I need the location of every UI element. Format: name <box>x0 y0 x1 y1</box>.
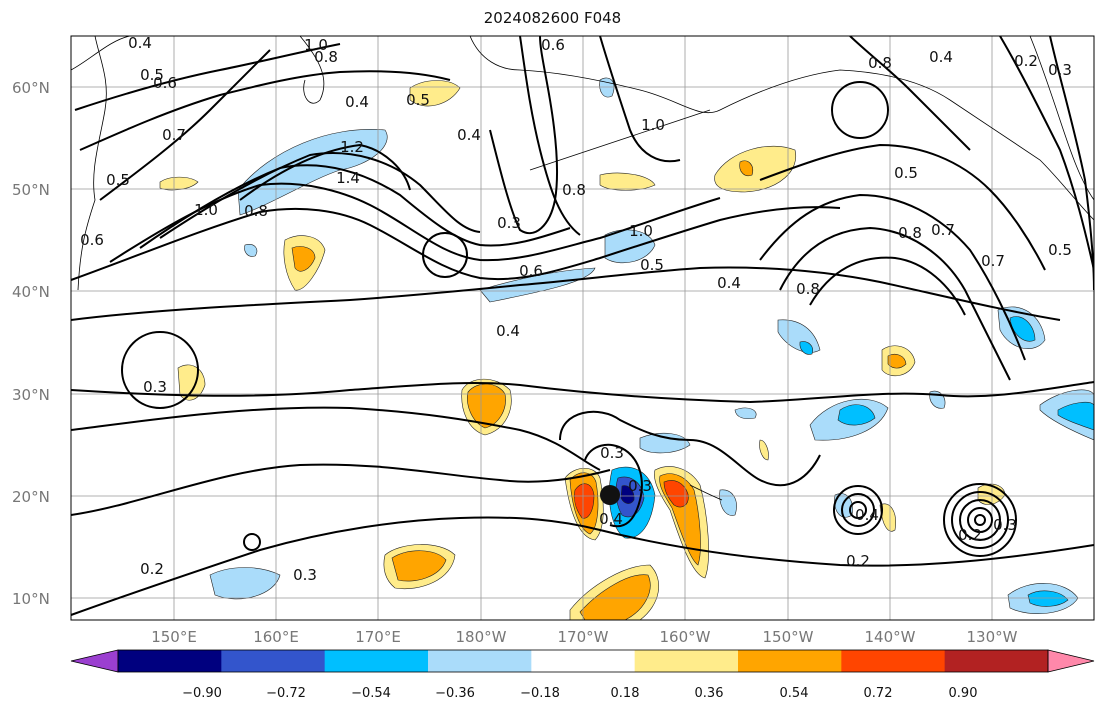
contour-label: 0.4 <box>457 126 481 144</box>
colorbar-swatch <box>428 650 532 672</box>
contour-label: 0.5 <box>1048 241 1072 259</box>
contour-label: 0.3 <box>293 566 317 584</box>
contour-label: 1.0 <box>194 201 218 219</box>
lat-label: 20°N <box>12 488 50 506</box>
contour-label: 0.8 <box>562 181 586 199</box>
colorbar-tick-label: −0.18 <box>520 686 560 701</box>
latitude-labels: 60°N 50°N 40°N 30°N 20°N 10°N <box>12 79 50 608</box>
contour-label: 0.6 <box>80 231 104 249</box>
lon-label: 140°W <box>865 628 916 646</box>
colorbar-tick-label: 0.36 <box>695 686 724 701</box>
colorbar-tick-labels: −0.90 −0.72 −0.54 −0.36 −0.18 0.18 0.36 … <box>182 686 977 701</box>
contour-label: 0.4 <box>345 93 369 111</box>
colorbar-tick-label: −0.54 <box>351 686 391 701</box>
contour-label: 0.2 <box>958 526 982 544</box>
contour-label: 0.7 <box>981 252 1005 270</box>
contour-label: 0.8 <box>898 224 922 242</box>
contour-label: 0.4 <box>496 322 520 340</box>
lat-label: 60°N <box>12 79 50 97</box>
colorbar-extend-low <box>71 650 118 672</box>
contour-label: 0.3 <box>600 444 624 462</box>
lon-label: 170°W <box>558 628 609 646</box>
contour-label: 0.6 <box>153 74 177 92</box>
contour-label: 0.3 <box>143 378 167 396</box>
colorbar-tick-label: 0.18 <box>611 686 640 701</box>
colorbar-extend-high <box>1048 650 1094 672</box>
map-figure: 1.0 0.8 0.4 0.5 0.6 0.5 0.4 0.7 0.5 1.2 1.4 0.8 1.0 0… <box>0 0 1105 712</box>
lat-label: 10°N <box>12 590 50 608</box>
lat-label: 30°N <box>12 386 50 404</box>
colorbar-tick-label: −0.36 <box>435 686 475 701</box>
contour-label: 0.7 <box>162 126 186 144</box>
colorbar <box>71 650 1094 672</box>
lon-label: 160°E <box>253 628 299 646</box>
contour-label: 0.3 <box>1048 61 1072 79</box>
contour-label: 0.5 <box>106 171 130 189</box>
contour-label: 0.7 <box>931 221 955 239</box>
contour-label: 0.4 <box>717 274 741 292</box>
colorbar-tick-label: −0.90 <box>182 686 222 701</box>
colorbar-swatch <box>221 650 325 672</box>
contour-label: 0.4 <box>855 506 879 524</box>
low-center-marker <box>600 485 620 505</box>
colorbar-swatch <box>841 650 945 672</box>
contour-label: 0.4 <box>599 510 623 528</box>
lat-label: 50°N <box>12 181 50 199</box>
contour-label: 1.0 <box>641 116 665 134</box>
colorbar-tick-label: 0.72 <box>864 686 893 701</box>
contour-label: 0.2 <box>1014 52 1038 70</box>
contour-label: 0.3 <box>497 214 521 232</box>
contour-label: 0.8 <box>796 280 820 298</box>
colorbar-swatch <box>945 650 1049 672</box>
lon-label: 150°E <box>151 628 197 646</box>
contour-label: 1.0 <box>629 222 653 240</box>
contour-label: 0.5 <box>894 164 918 182</box>
colorbar-swatch <box>738 650 842 672</box>
contour-label: 0.6 <box>541 36 565 54</box>
contour-label: 0.6 <box>519 262 543 280</box>
colorbar-swatch <box>325 650 429 672</box>
contour-label: 0.4 <box>929 48 953 66</box>
colorbar-tick-label: −0.72 <box>266 686 306 701</box>
lon-label: 160°W <box>660 628 711 646</box>
contour-label: 1.2 <box>340 138 364 156</box>
lon-label: 150°W <box>763 628 814 646</box>
longitude-labels: 150°E 160°E 170°E 180°W 170°W 160°W 150°… <box>151 628 1017 646</box>
colorbar-tick-label: 0.54 <box>780 686 809 701</box>
contour-label: 0.5 <box>640 256 664 274</box>
colorbar-swatch <box>635 650 739 672</box>
contour-label: 0.2 <box>140 560 164 578</box>
lon-label: 130°W <box>967 628 1018 646</box>
contour-label: 0.8 <box>314 48 338 66</box>
lat-label: 40°N <box>12 283 50 301</box>
contour-label: 0.2 <box>846 552 870 570</box>
contour-label: 0.3 <box>628 477 652 495</box>
colorbar-tick-label: 0.90 <box>949 686 978 701</box>
lon-label: 180°W <box>456 628 507 646</box>
colorbar-swatch <box>118 650 222 672</box>
contour-label: 0.8 <box>868 54 892 72</box>
contour-label: 0.3 <box>993 516 1017 534</box>
lon-label: 170°E <box>355 628 401 646</box>
contour-label: 0.8 <box>244 202 268 220</box>
contour-label: 1.4 <box>336 169 360 187</box>
colorbar-swatch <box>531 650 635 672</box>
contour-label: 0.5 <box>406 91 430 109</box>
contour-label: 0.4 <box>128 34 152 52</box>
